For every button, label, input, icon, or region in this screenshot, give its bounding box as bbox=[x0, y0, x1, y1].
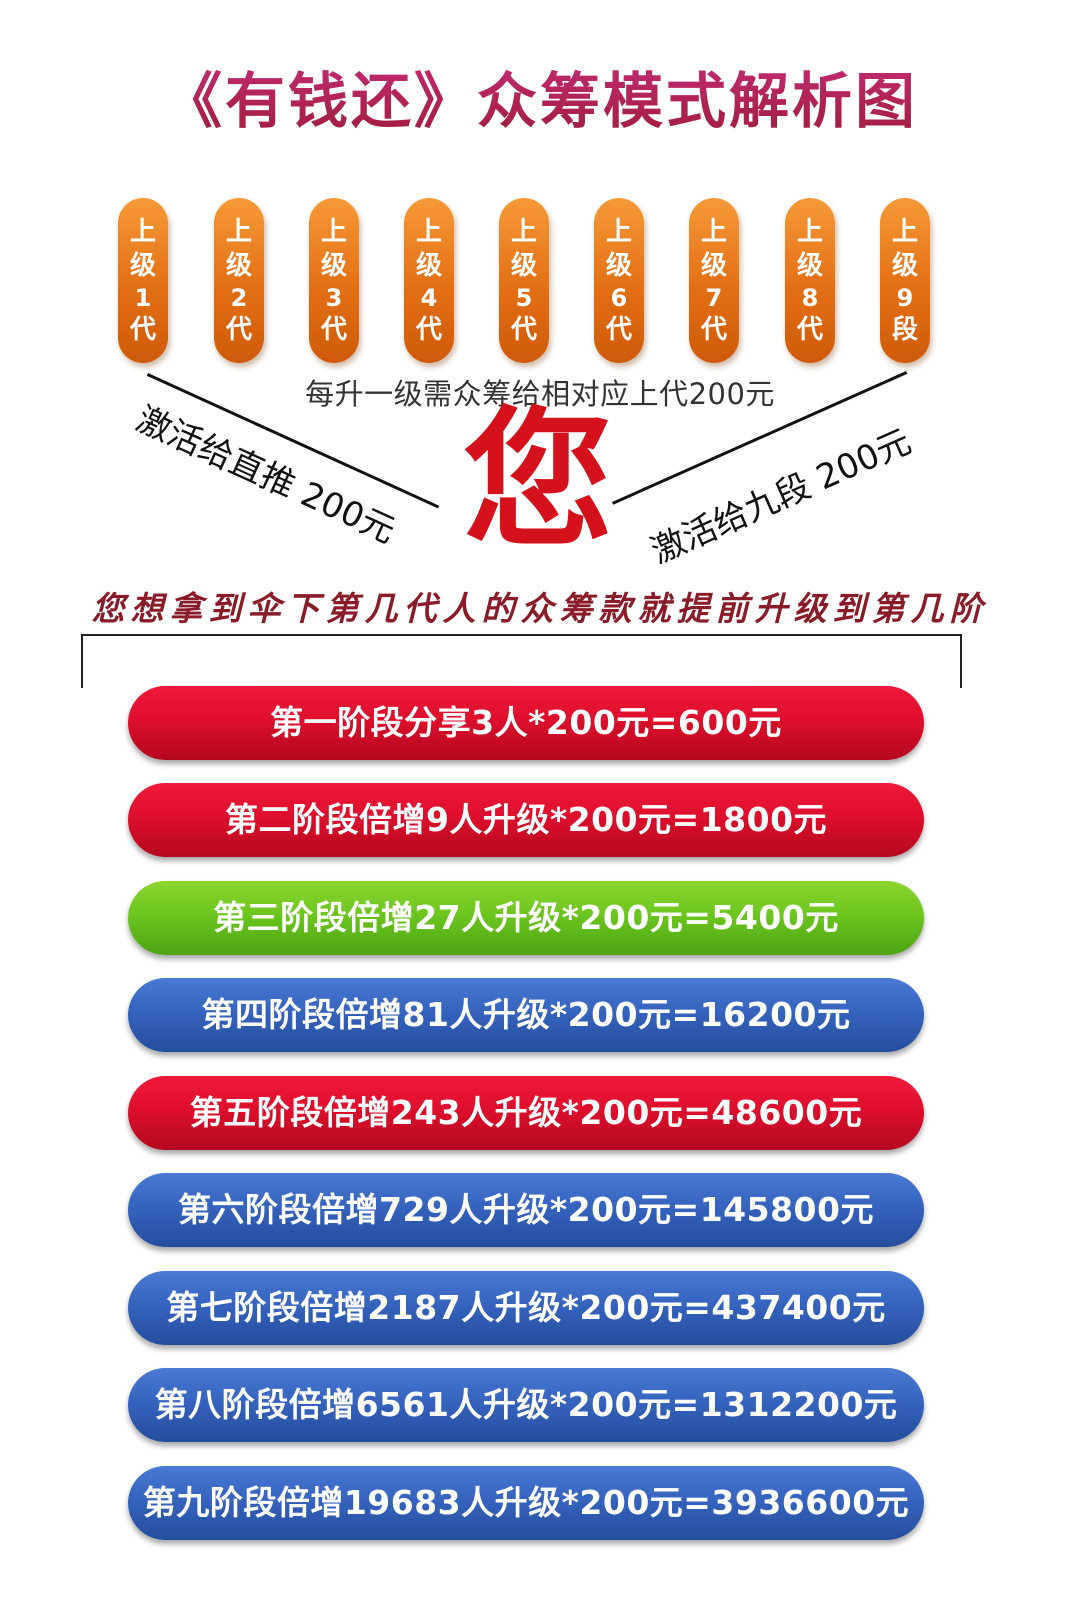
stage-label: 第二阶段倍增9人升级*200元=1800元 bbox=[224, 800, 828, 839]
stage-pill-8: 第八阶段倍增6561人升级*200元=1312200元 bbox=[128, 1368, 924, 1442]
stage-label: 第五阶段倍增243人升级*200元=48600元 bbox=[189, 1093, 863, 1132]
stage-pill-9: 第九阶段倍增19683人升级*200元=3936600元 bbox=[128, 1466, 924, 1540]
generation-pill: 上 级 6 代 bbox=[594, 198, 644, 363]
generation-pill: 上 级 3 代 bbox=[309, 198, 359, 363]
generation-char: 级 bbox=[700, 250, 727, 281]
advance-caption: 您想拿到伞下第几代人的众筹款就提前升级到第几阶 bbox=[91, 589, 989, 628]
generation-number: 9 bbox=[896, 283, 914, 312]
generation-pill: 上 级 8 代 bbox=[785, 198, 835, 363]
generation-char: 代 bbox=[415, 314, 442, 345]
stage-pill-5: 第五阶段倍增243人升级*200元=48600元 bbox=[128, 1076, 924, 1150]
stage-label: 第九阶段倍增19683人升级*200元=3936600元 bbox=[142, 1483, 910, 1522]
generation-char: 上 bbox=[796, 216, 823, 247]
generation-char: 上 bbox=[891, 216, 918, 247]
generation-row: 上 级 1 代 上 级 2 代 上 级 3 代 上 级 4 代 上 级 5 代 … bbox=[118, 198, 963, 363]
generation-pill: 上 级 9 段 bbox=[880, 198, 930, 363]
generation-char: 段 bbox=[891, 314, 918, 345]
generation-char: 级 bbox=[796, 250, 823, 281]
generation-char: 上 bbox=[129, 216, 156, 247]
stage-label: 第四阶段倍增81人升级*200元=16200元 bbox=[201, 995, 851, 1034]
stage-pill-2: 第二阶段倍增9人升级*200元=1800元 bbox=[128, 783, 924, 857]
upgrade-instruction: 每升一级需众筹给相对应上代200元 bbox=[305, 377, 775, 411]
you-character: 您 bbox=[462, 392, 613, 568]
generation-char: 级 bbox=[891, 250, 918, 281]
generation-number: 7 bbox=[705, 283, 723, 312]
generation-char: 级 bbox=[225, 250, 252, 281]
stage-label: 第八阶段倍增6561人升级*200元=1312200元 bbox=[154, 1385, 898, 1424]
generation-number: 4 bbox=[420, 283, 438, 312]
stage-pill-3: 第三阶段倍增27人升级*200元=5400元 bbox=[128, 881, 924, 955]
generation-pill: 上 级 1 代 bbox=[118, 198, 168, 363]
stage-pill-1: 第一阶段分享3人*200元=600元 bbox=[128, 686, 924, 760]
generation-char: 级 bbox=[605, 250, 632, 281]
generation-char: 代 bbox=[510, 314, 537, 345]
generation-char: 上 bbox=[510, 216, 537, 247]
generation-number: 6 bbox=[610, 283, 628, 312]
generation-char: 上 bbox=[320, 216, 347, 247]
stage-label: 第三阶段倍增27人升级*200元=5400元 bbox=[213, 898, 839, 937]
generation-char: 级 bbox=[510, 250, 537, 281]
generation-pill: 上 级 7 代 bbox=[689, 198, 739, 363]
stage-bracket bbox=[81, 634, 962, 688]
stage-pill-7: 第七阶段倍增2187人升级*200元=437400元 bbox=[128, 1271, 924, 1345]
generation-number: 5 bbox=[515, 283, 533, 312]
stage-label: 第七阶段倍增2187人升级*200元=437400元 bbox=[166, 1288, 886, 1327]
generation-number: 1 bbox=[134, 283, 152, 312]
page-title: 《有钱还》众筹模式解析图 bbox=[0, 62, 1080, 142]
generation-pill: 上 级 4 代 bbox=[404, 198, 454, 363]
generation-char: 上 bbox=[225, 216, 252, 247]
generation-char: 级 bbox=[129, 250, 156, 281]
stage-pill-6: 第六阶段倍增729人升级*200元=145800元 bbox=[128, 1173, 924, 1247]
stage-label: 第一阶段分享3人*200元=600元 bbox=[270, 703, 782, 742]
generation-char: 代 bbox=[605, 314, 632, 345]
activate-ninth-label: 激活给九段 200元 bbox=[645, 421, 918, 572]
generation-number: 3 bbox=[325, 283, 343, 312]
generation-char: 代 bbox=[700, 314, 727, 345]
generation-char: 级 bbox=[320, 250, 347, 281]
generation-char: 级 bbox=[415, 250, 442, 281]
generation-char: 代 bbox=[129, 314, 156, 345]
generation-char: 代 bbox=[320, 314, 347, 345]
generation-char: 代 bbox=[225, 314, 252, 345]
generation-char: 上 bbox=[415, 216, 442, 247]
generation-char: 上 bbox=[605, 216, 632, 247]
generation-pill: 上 级 2 代 bbox=[214, 198, 264, 363]
generation-char: 代 bbox=[796, 314, 823, 345]
generation-number: 8 bbox=[801, 283, 819, 312]
generation-pill: 上 级 5 代 bbox=[499, 198, 549, 363]
generation-char: 上 bbox=[700, 216, 727, 247]
stage-pill-4: 第四阶段倍增81人升级*200元=16200元 bbox=[128, 978, 924, 1052]
generation-number: 2 bbox=[230, 283, 248, 312]
stage-label: 第六阶段倍增729人升级*200元=145800元 bbox=[178, 1190, 874, 1229]
